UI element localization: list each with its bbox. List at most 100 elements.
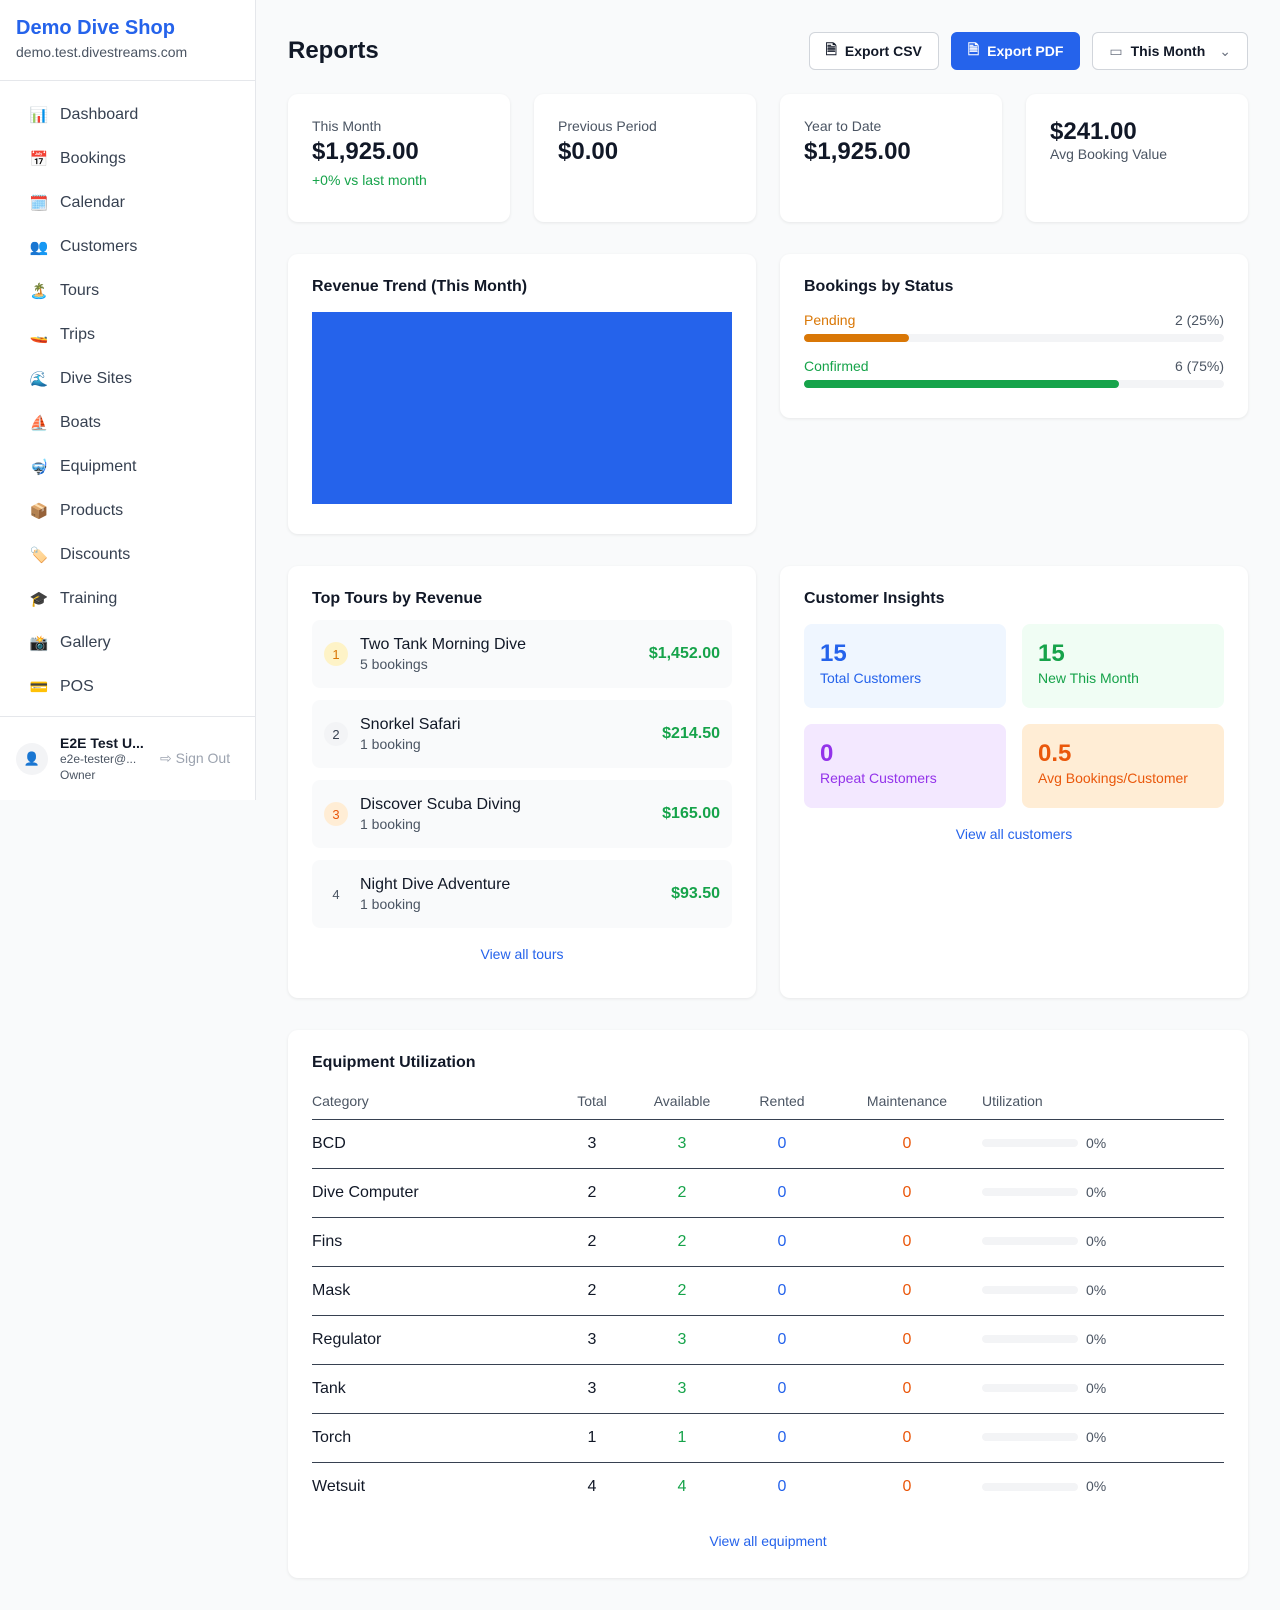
- insight-label: Repeat Customers: [820, 770, 937, 786]
- status-progress-track: [804, 380, 1224, 388]
- status-progress-fill: [804, 334, 909, 342]
- utilization-bar: [982, 1188, 1078, 1197]
- cell: Regulator: [312, 1315, 552, 1365]
- equipment-utilization-card: Equipment Utilization Category Total Avail…: [288, 1030, 1248, 1578]
- sidebar-item-products[interactable]: 📦 Products: [12, 489, 243, 533]
- tour-item[interactable]: 2 Snorkel Safari 1 booking $214.50: [312, 700, 732, 768]
- sidebar-item-equipment[interactable]: 🤿 Equipment: [12, 445, 243, 489]
- user-panel: 👤 E2E Test U... e2e-tester@... Owner ⇨ S…: [0, 716, 255, 800]
- cell: 0: [832, 1168, 982, 1218]
- sidebar-item-gallery[interactable]: 📸 Gallery: [12, 621, 243, 665]
- view-all-customers-link[interactable]: View all customers: [955, 826, 1073, 842]
- shop-domain: demo.test.divestreams.com: [16, 44, 188, 60]
- tour-revenue: $214.50: [662, 725, 720, 742]
- export-pdf-button[interactable]: 🗎 Export PDF: [950, 32, 1081, 70]
- bookings-status-card: Bookings by Status Pending 2 (25%) Confirm…: [780, 254, 1248, 418]
- cell: 0: [732, 1119, 832, 1169]
- utilization-bar: [982, 1482, 1078, 1491]
- view-all-tours-link[interactable]: View all tours: [480, 946, 564, 962]
- file-download-icon: 🗎: [825, 41, 837, 57]
- table-row: BCD 3 3 0 0 0%: [312, 1119, 1224, 1169]
- cell: 3: [632, 1119, 732, 1169]
- sidebar-item-boats[interactable]: ⛵ Boats: [12, 401, 243, 445]
- dashboard-icon: 📊: [29, 107, 49, 124]
- dive-sites-icon: 🌊: [29, 371, 49, 388]
- tour-rank: 2: [324, 722, 348, 746]
- sidebar-item-pos[interactable]: 💳 POS: [12, 665, 243, 709]
- column-header: Category: [312, 1084, 552, 1120]
- tour-bookings: 1 booking: [360, 896, 421, 912]
- utilization-cell: 0%: [982, 1315, 1224, 1365]
- utilization-bar: [982, 1433, 1078, 1442]
- pos-icon: 💳: [29, 679, 49, 696]
- stat-label: Avg Booking Value: [1050, 146, 1168, 162]
- cell: Wetsuit: [312, 1477, 366, 1495]
- sidebar-item-dashboard[interactable]: 📊 Dashboard: [12, 93, 243, 137]
- discounts-icon: 🏷️: [29, 547, 49, 564]
- sidebar-item-customers[interactable]: 👥 Customers: [12, 225, 243, 269]
- sidebar-item-label: Training: [60, 590, 118, 607]
- export-csv-button[interactable]: 🗎 Export CSV: [808, 32, 939, 70]
- cell: Mask: [312, 1266, 552, 1316]
- stat-label: This Month: [312, 118, 382, 134]
- cell: Fins: [312, 1217, 552, 1267]
- tour-item[interactable]: 3 Discover Scuba Diving 1 booking $165.00: [312, 780, 732, 848]
- column-header: Total: [552, 1084, 632, 1120]
- tour-item[interactable]: 1 Two Tank Morning Dive 5 bookings $1,452.0…: [312, 620, 732, 688]
- stat-value: $241.00: [1050, 118, 1137, 145]
- equipment-table: Category Total Available Rented Maintenance U…: [312, 1084, 1224, 1511]
- sidebar-nav: 📊 Dashboard 📅 Bookings 🗓️ Calendar 👥 Customers 🏝…: [0, 81, 255, 721]
- sidebar-item-dive-sites[interactable]: 🌊 Dive Sites: [12, 357, 243, 401]
- view-all-equipment-link[interactable]: View all equipment: [709, 1533, 827, 1549]
- status-progress-track: [804, 334, 1224, 342]
- sidebar-item-discounts[interactable]: 🏷️ Discounts: [12, 533, 243, 577]
- table-row: Torch 1 1 0 0 0%: [312, 1413, 1224, 1463]
- sidebar-item-bookings[interactable]: 📅 Bookings: [12, 137, 243, 181]
- sidebar-item-calendar[interactable]: 🗓️ Calendar: [12, 181, 243, 225]
- stat-value: $1,925.00: [312, 138, 419, 165]
- column-header: Utilization: [982, 1084, 1224, 1120]
- stat-avg-booking: $241.00 Avg Booking Value: [1026, 94, 1248, 222]
- stat-previous-period: Previous Period $0.00: [534, 94, 756, 222]
- insight-label: Avg Bookings/Customer: [1038, 770, 1188, 786]
- sidebar-item-label: Calendar: [60, 194, 125, 211]
- cell: 0: [732, 1413, 832, 1463]
- sidebar-item-tours[interactable]: 🏝️ Tours: [12, 269, 243, 313]
- export-csv-label: Export CSV: [844, 43, 922, 59]
- tour-bookings: 5 bookings: [360, 656, 428, 672]
- main-content: Reports 🗎 Export CSV 🗎 Export PDF ▭ This Mo…: [288, 0, 1248, 1578]
- card-title: Revenue Trend (This Month): [312, 278, 528, 295]
- sidebar-item-training[interactable]: 🎓 Training: [12, 577, 243, 621]
- utilization-bar: [982, 1384, 1078, 1393]
- revenue-trend-bar: [312, 312, 732, 504]
- revenue-trend-card: Revenue Trend (This Month): [288, 254, 756, 534]
- table-row: Tank 3 3 0 0 0%: [312, 1364, 1224, 1414]
- cell: 3: [632, 1315, 732, 1365]
- cell: 2: [552, 1266, 632, 1316]
- tour-revenue: $165.00: [662, 805, 720, 822]
- insight-value: 15: [1038, 640, 1065, 667]
- status-pending: Pending 2 (25%): [804, 312, 1224, 342]
- utilization-percent: 0%: [1086, 1281, 1107, 1298]
- utilization-bar: [982, 1139, 1078, 1148]
- tour-item[interactable]: 4 Night Dive Adventure 1 booking $93.50: [312, 860, 732, 928]
- cell: 2: [632, 1266, 732, 1316]
- tour-revenue: $93.50: [671, 885, 720, 902]
- utilization-cell: 0%: [982, 1364, 1224, 1414]
- card-title: Equipment Utilization: [312, 1054, 476, 1071]
- cell: 1: [552, 1413, 632, 1463]
- shop-name[interactable]: Demo Dive Shop: [16, 17, 175, 39]
- period-select[interactable]: ▭ This Month ⌄: [1092, 32, 1248, 70]
- utilization-cell: 0%: [982, 1217, 1224, 1267]
- brand: Demo Dive Shop demo.test.divestreams.com: [0, 0, 255, 81]
- utilization-percent: 0%: [1086, 1134, 1107, 1151]
- sidebar-item-label: Dashboard: [60, 106, 139, 123]
- table-row: Dive Computer 2 2 0 0 0%: [312, 1168, 1224, 1218]
- cell: 3: [632, 1364, 732, 1414]
- sidebar-item-trips[interactable]: 🚤 Trips: [12, 313, 243, 357]
- insight-tile: 0 Repeat Customers: [804, 724, 1006, 808]
- sign-out-button[interactable]: ⇨ Sign Out: [160, 750, 230, 767]
- insight-value: 0: [820, 740, 834, 767]
- customers-icon: 👥: [29, 239, 49, 256]
- cell: Torch: [312, 1413, 552, 1463]
